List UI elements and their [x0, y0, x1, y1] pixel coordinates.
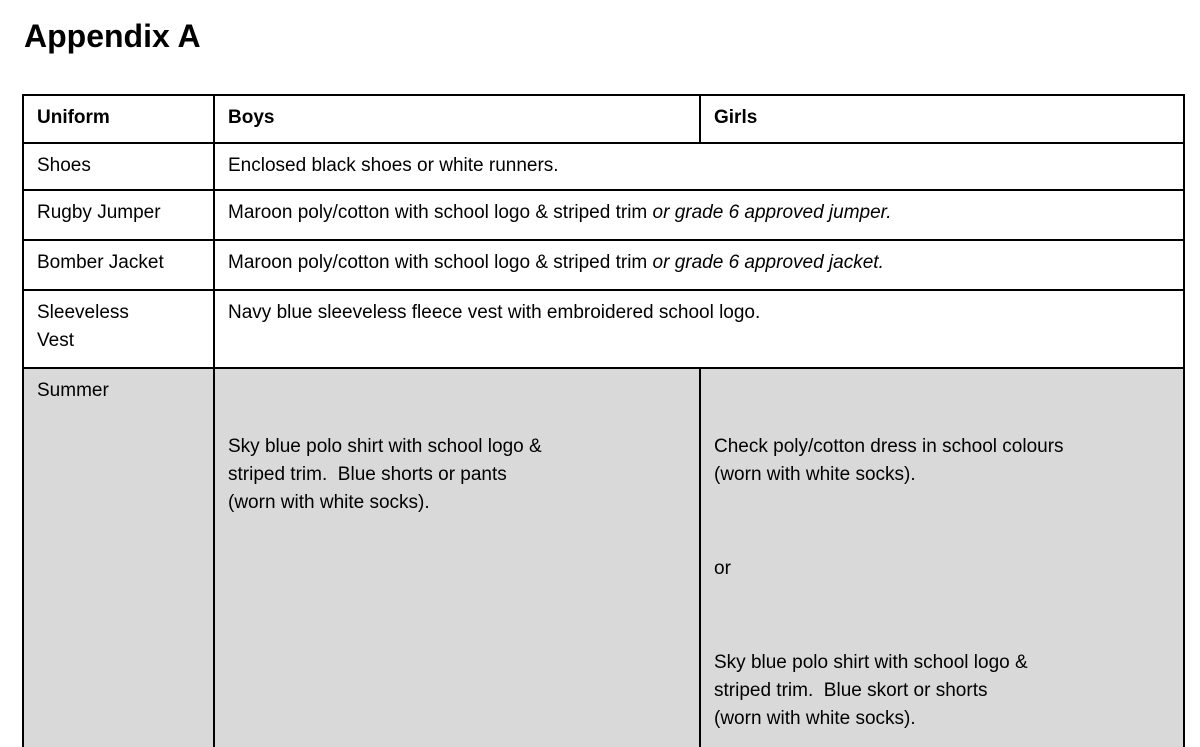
header-girls: Girls	[699, 94, 1185, 144]
rugby-jumper-italic-text: or grade 6 approved jumper.	[652, 202, 892, 223]
bomber-jacket-text: Maroon poly/cotton with school logo & st…	[228, 252, 653, 273]
page-title: Appendix A	[24, 18, 201, 54]
row-text-sleeveless-vest: Navy blue sleeveless fleece vest with em…	[213, 289, 1185, 369]
table-row-summer: Summer Sky blue polo shirt with school l…	[22, 367, 1185, 747]
table-row-rugby-jumper: Rugby Jumper Maroon poly/cotton with sch…	[22, 189, 1185, 241]
summer-girls-separator: or	[714, 558, 731, 579]
row-text-rugby-jumper: Maroon poly/cotton with school logo & st…	[213, 189, 1185, 241]
row-label-rugby-jumper: Rugby Jumper	[22, 189, 215, 241]
row-label-bomber-jacket: Bomber Jacket	[22, 239, 215, 291]
header-boys: Boys	[213, 94, 701, 144]
row-label-sleeveless-vest: Sleeveless Vest	[22, 289, 215, 369]
table-row-sleeveless-vest: Sleeveless Vest Navy blue sleeveless fle…	[22, 289, 1185, 369]
rugby-jumper-text: Maroon poly/cotton with school logo & st…	[228, 202, 653, 223]
table-row-bomber-jacket: Bomber Jacket Maroon poly/cotton with sc…	[22, 239, 1185, 291]
header-uniform: Uniform	[22, 94, 215, 144]
row-text-bomber-jacket: Maroon poly/cotton with school logo & st…	[213, 239, 1185, 291]
summer-boys-cell: Sky blue polo shirt with school logo & s…	[213, 367, 701, 747]
table-header-row: Uniform Boys Girls	[22, 94, 1185, 144]
uniform-table: Uniform Boys Girls Shoes Enclosed black …	[22, 94, 1185, 747]
bomber-jacket-italic-text: or grade 6 approved jacket.	[652, 252, 884, 273]
table-row-shoes: Shoes Enclosed black shoes or white runn…	[22, 142, 1185, 191]
summer-boys-text: Sky blue polo shirt with school logo & s…	[228, 436, 542, 513]
summer-girls-option2: Sky blue polo shirt with school logo & s…	[714, 652, 1028, 729]
row-label-shoes: Shoes	[22, 142, 215, 191]
row-text-shoes: Enclosed black shoes or white runners.	[213, 142, 1185, 191]
summer-girls-cell: Check poly/cotton dress in school colour…	[699, 367, 1185, 747]
row-label-summer: Summer	[22, 367, 215, 747]
summer-girls-option1: Check poly/cotton dress in school colour…	[714, 436, 1064, 485]
